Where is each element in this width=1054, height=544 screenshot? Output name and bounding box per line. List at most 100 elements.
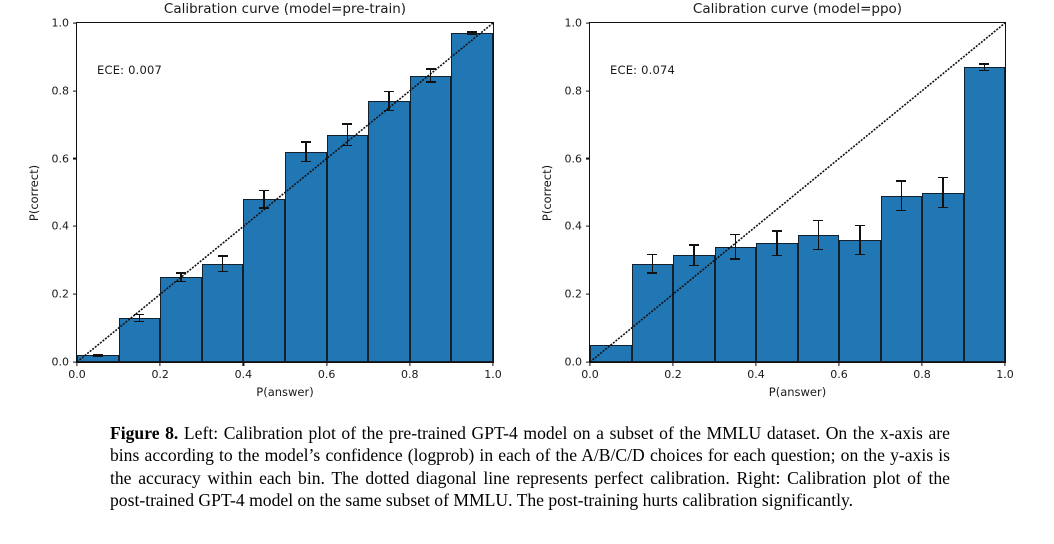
error-bar-bin-0.5: [300, 141, 311, 163]
x-tick-label: 0.4: [747, 368, 765, 381]
x-tick-mark: [921, 362, 923, 366]
x-tick-mark: [755, 362, 757, 366]
figure-caption-text: Left: Calibration plot of the pre-traine…: [110, 423, 950, 510]
y-tick-label: 0.0: [564, 355, 583, 369]
x-tick-mark: [492, 362, 494, 366]
y-tick-label: 0.6: [51, 152, 70, 166]
error-bar-bin-0.1: [647, 253, 658, 274]
error-bar-bin-0.6: [854, 224, 865, 256]
y-tick-label: 0.8: [51, 84, 70, 98]
bar-bin-0.1: [118, 317, 161, 362]
x-tick-label: 1.0: [484, 368, 502, 381]
error-bar-bin-0.8: [425, 68, 436, 83]
y-axis-label: P(correct): [26, 22, 42, 363]
x-tick-mark: [672, 362, 674, 366]
x-tick-label: 0.6: [830, 368, 848, 381]
x-axis-label: P(answer): [768, 385, 827, 399]
bar-bin-0.2: [160, 277, 202, 362]
error-bar-bin-0.2: [688, 244, 699, 267]
y-tick-mark: [586, 22, 590, 24]
plot-area: ECE: 0.074 0.0 0.2 0.4 0.6 0.8 1.0 0.0 0.2 0.4 0.…: [565, 17, 1014, 382]
plot-area: ECE: 0.007 0.0 0.2 0.4 0.6 0.8 1.0 0.0 0.2 0.4 0.…: [52, 17, 502, 382]
y-tick-label: 0.8: [564, 84, 583, 98]
figure-caption-label: Figure 8.: [110, 423, 179, 443]
bar-bin-0.8: [922, 192, 964, 362]
error-bars-layer: [590, 23, 1005, 362]
x-tick-label: 0.8: [913, 368, 931, 381]
error-bar-bin-0.8: [937, 176, 948, 209]
y-tick-mark: [586, 361, 590, 363]
bar-bin-0.7: [368, 100, 410, 362]
bar-bin-0.4: [243, 199, 285, 362]
x-tick-label: 0.8: [401, 368, 419, 381]
calibration-chart-ppo: Calibration curve (model=ppo) P(correct)…: [540, 1, 1014, 399]
y-tick-label: 1.0: [51, 16, 70, 30]
ece-annotation: ECE: 0.007: [97, 63, 163, 77]
x-tick-mark: [159, 362, 161, 366]
error-bar-bin-0.0: [92, 353, 103, 357]
error-bar-bin-0.3: [217, 255, 228, 273]
error-bar-bin-0.3: [730, 233, 741, 260]
y-tick-mark: [73, 225, 77, 227]
y-axis-label: P(correct): [539, 22, 555, 363]
bar-bin-0.1: [631, 263, 673, 362]
error-bar-bin-0.7: [896, 180, 907, 212]
y-tick-mark: [586, 293, 590, 295]
x-tick-mark: [409, 362, 411, 366]
chart-title: Calibration curve (model=pre-train): [163, 1, 407, 17]
error-bar-bin-0.5: [813, 219, 824, 251]
y-tick-label: 0.4: [51, 219, 70, 233]
error-bar-bin-0.6: [342, 123, 353, 147]
x-tick-mark: [242, 362, 244, 366]
y-tick-mark: [73, 22, 77, 24]
y-tick-label: 0.0: [51, 355, 70, 369]
calibration-chart-pretrain: Calibration curve (model=pre-train) P(co…: [27, 1, 502, 399]
ece-annotation: ECE: 0.074: [610, 63, 676, 77]
bar-bin-0.8: [409, 75, 452, 362]
bar-bin-0.7: [880, 195, 922, 362]
x-tick-label: 0.2: [151, 368, 169, 381]
y-tick-label: 0.2: [51, 287, 70, 301]
error-bar-bin-0.4: [259, 189, 270, 209]
x-tick-mark: [589, 362, 591, 366]
bar-bin-0.6: [326, 134, 369, 362]
bar-bin-0.9: [451, 33, 493, 362]
error-bar-bin-0.2: [176, 272, 186, 283]
bars-layer: [77, 23, 493, 362]
perfect-calibration-line: [77, 23, 493, 362]
y-tick-label: 1.0: [564, 16, 583, 30]
bar-bin-0.6: [839, 239, 881, 362]
bars-layer: [590, 23, 1005, 362]
error-bar-bin-0.4: [771, 230, 782, 257]
error-bar-bin-0.7: [384, 90, 394, 112]
y-tick-label: 0.6: [564, 152, 583, 166]
error-bar-bin-0.1: [134, 313, 145, 323]
y-tick-mark: [586, 158, 590, 160]
perfect-calibration-line: [590, 23, 1005, 362]
bar-bin-0.3: [714, 246, 756, 362]
x-tick-label: 0.0: [581, 368, 599, 381]
y-tick-mark: [586, 225, 590, 227]
y-tick-mark: [73, 361, 77, 363]
chart-title: Calibration curve (model=ppo): [692, 1, 903, 17]
error-bar-bin-0.9: [467, 31, 478, 36]
bar-bin-0.4: [756, 243, 798, 362]
error-bar-bin-0.9: [979, 63, 990, 72]
y-tick-label: 0.2: [564, 287, 583, 301]
x-tick-label: 0.0: [68, 368, 86, 381]
bar-bin-0.5: [797, 234, 839, 362]
x-tick-label: 0.2: [664, 368, 682, 381]
x-tick-mark: [76, 362, 78, 366]
y-axis-label-text: P(correct): [27, 164, 41, 221]
x-axis-label: P(answer): [256, 385, 314, 399]
bar-bin-0.5: [285, 151, 327, 362]
x-tick-label: 0.6: [317, 368, 336, 381]
y-tick-mark: [586, 90, 590, 92]
x-tick-label: 0.4: [234, 368, 253, 381]
y-tick-mark: [73, 90, 77, 92]
y-tick-mark: [73, 158, 77, 160]
bar-bin-0.9: [963, 67, 1005, 362]
error-bars-layer: [77, 23, 493, 362]
figure-caption: Figure 8. Left: Calibration plot of the …: [110, 422, 950, 511]
